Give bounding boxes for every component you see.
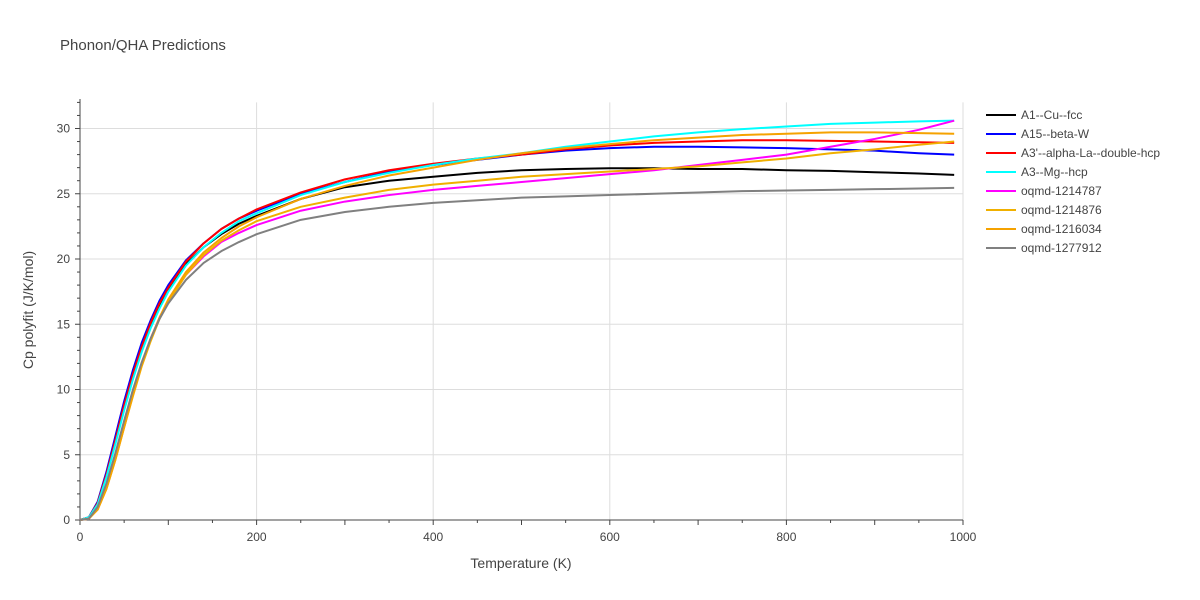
x-tick-label: 600 <box>600 530 620 544</box>
x-tick-label: 400 <box>423 530 443 544</box>
series-line <box>79 131 955 521</box>
y-tick-label: 10 <box>57 383 71 397</box>
x-tick-label: 800 <box>776 530 796 544</box>
legend-item[interactable]: A1--Cu--fcc <box>986 108 1082 122</box>
series-line <box>79 119 955 521</box>
legend-label: A3--Mg--hcp <box>1021 165 1088 179</box>
y-tick-label: 25 <box>57 187 71 201</box>
legend[interactable]: A1--Cu--fcc A15--beta-W A3'--alpha-La--dou… <box>986 108 1160 255</box>
legend-item[interactable]: A3'--alpha-La--double-hcp <box>986 146 1160 160</box>
legend-label: A15--beta-W <box>1021 127 1090 141</box>
series-line <box>79 145 955 521</box>
legend-label: oqmd-1277912 <box>1021 241 1102 255</box>
y-tick-label: 0 <box>63 513 70 527</box>
x-tick-label: 200 <box>247 530 267 544</box>
legend-item[interactable]: oqmd-1216034 <box>986 222 1102 236</box>
chart-title: Phonon/QHA Predictions <box>60 37 226 54</box>
series-line <box>79 139 955 521</box>
y-tick-label: 15 <box>57 317 71 331</box>
legend-label: oqmd-1214787 <box>1021 184 1102 198</box>
plot-lines <box>79 119 955 521</box>
legend-label: oqmd-1216034 <box>1021 222 1102 236</box>
y-axis-label: Cp polyfit (J/K/mol) <box>20 251 36 369</box>
y-tick-label: 30 <box>57 122 71 136</box>
grid <box>80 102 964 520</box>
series-line <box>79 119 955 521</box>
legend-item[interactable]: A3--Mg--hcp <box>986 165 1088 179</box>
x-tick-label: 0 <box>77 530 84 544</box>
legend-item[interactable]: oqmd-1214787 <box>986 184 1102 198</box>
legend-item[interactable]: oqmd-1277912 <box>986 241 1102 255</box>
legend-label: A1--Cu--fcc <box>1021 108 1082 122</box>
legend-item[interactable]: oqmd-1214876 <box>986 203 1102 217</box>
legend-label: A3'--alpha-La--double-hcp <box>1021 146 1160 160</box>
series-line <box>79 186 955 521</box>
x-ticks: 0 200 400 600 800 1000 <box>77 520 977 544</box>
y-tick-label: 5 <box>63 448 70 462</box>
legend-item[interactable]: A15--beta-W <box>986 127 1090 141</box>
x-axis-label: Temperature (K) <box>470 555 571 571</box>
series-line <box>79 167 955 521</box>
y-tick-label: 20 <box>57 252 71 266</box>
axes <box>79 99 963 521</box>
x-tick-label: 1000 <box>950 530 977 544</box>
y-ticks: 0 5 10 15 20 25 30 <box>57 101 80 527</box>
legend-label: oqmd-1214876 <box>1021 203 1102 217</box>
